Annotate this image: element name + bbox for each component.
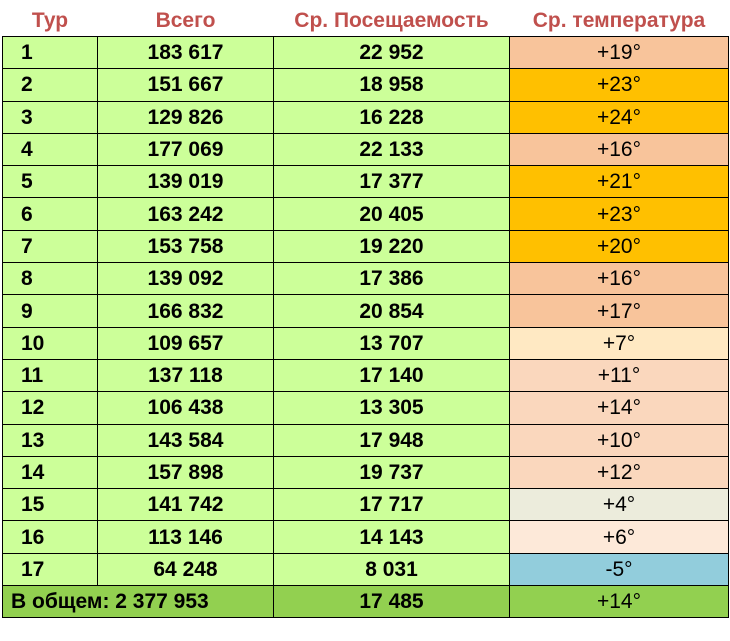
round-cell: 10 <box>2 326 98 360</box>
round-cell: 2 <box>2 68 98 102</box>
header-total: Всего <box>97 3 274 37</box>
summary-avg-temperature-cell: +14° <box>509 585 729 619</box>
avg-temperature-cell: +17° <box>509 294 729 328</box>
avg-temperature-cell: +7° <box>509 326 729 360</box>
avg-temperature-cell: +14° <box>509 391 729 425</box>
total-cell: 157 898 <box>97 455 274 490</box>
table-row: 2 151 667 18 958 +23° <box>2 68 729 102</box>
avg-temperature-cell: +11° <box>509 358 729 393</box>
total-cell: 139 019 <box>97 165 274 199</box>
total-cell: 153 758 <box>97 229 274 264</box>
round-cell: 17 <box>2 552 98 587</box>
avg-temperature-cell: +23° <box>509 197 729 231</box>
avg-attendance-cell: 14 143 <box>273 520 510 554</box>
summary-total-cell: В общем: 2 377 953 <box>2 585 274 619</box>
table-row: 12 106 438 13 305 +14° <box>2 391 729 425</box>
avg-temperature-cell: +20° <box>509 229 729 264</box>
total-cell: 106 438 <box>97 391 274 425</box>
round-cell: 6 <box>2 197 98 231</box>
total-cell: 64 248 <box>97 552 274 587</box>
attendance-table: Тур Всего Ср. Посещаемость Ср. температу… <box>2 3 729 619</box>
table-row: 14 157 898 19 737 +12° <box>2 455 729 490</box>
total-cell: 113 146 <box>97 520 274 554</box>
total-cell: 109 657 <box>97 326 274 360</box>
header-avg-attendance: Ср. Посещаемость <box>273 3 510 37</box>
round-cell: 4 <box>2 132 98 167</box>
total-cell: 129 826 <box>97 100 274 134</box>
summary-avg-attendance-cell: 17 485 <box>273 585 510 619</box>
round-cell: 16 <box>2 520 98 554</box>
table-row: 3 129 826 16 228 +24° <box>2 100 729 134</box>
header-row: Тур Всего Ср. Посещаемость Ср. температу… <box>2 3 729 37</box>
table-row: 10 109 657 13 707 +7° <box>2 326 729 360</box>
avg-attendance-cell: 8 031 <box>273 552 510 587</box>
avg-temperature-cell: +12° <box>509 455 729 490</box>
avg-attendance-cell: 20 405 <box>273 197 510 231</box>
table-row: 15 141 742 17 717 +4° <box>2 488 729 522</box>
total-cell: 163 242 <box>97 197 274 231</box>
table-row: 13 143 584 17 948 +10° <box>2 423 729 457</box>
avg-temperature-cell: +10° <box>509 423 729 457</box>
table-row: 5 139 019 17 377 +21° <box>2 165 729 199</box>
round-cell: 13 <box>2 423 98 457</box>
avg-temperature-cell: +16° <box>509 262 729 296</box>
round-cell: 9 <box>2 294 98 328</box>
round-cell: 1 <box>2 35 98 70</box>
avg-attendance-cell: 18 958 <box>273 68 510 102</box>
avg-temperature-cell: +19° <box>509 35 729 70</box>
table-row: 1 183 617 22 952 +19° <box>2 35 729 70</box>
total-cell: 177 069 <box>97 132 274 167</box>
header-round: Тур <box>2 3 98 37</box>
avg-attendance-cell: 16 228 <box>273 100 510 134</box>
total-cell: 143 584 <box>97 423 274 457</box>
total-cell: 151 667 <box>97 68 274 102</box>
round-cell: 3 <box>2 100 98 134</box>
round-cell: 7 <box>2 229 98 264</box>
avg-temperature-cell: +23° <box>509 68 729 102</box>
avg-attendance-cell: 17 948 <box>273 423 510 457</box>
round-cell: 12 <box>2 391 98 425</box>
avg-attendance-cell: 13 305 <box>273 391 510 425</box>
avg-temperature-cell: +21° <box>509 165 729 199</box>
avg-attendance-cell: 13 707 <box>273 326 510 360</box>
total-cell: 141 742 <box>97 488 274 522</box>
avg-temperature-cell: -5° <box>509 552 729 587</box>
round-cell: 15 <box>2 488 98 522</box>
avg-temperature-cell: +16° <box>509 132 729 167</box>
table-row: 4 177 069 22 133 +16° <box>2 132 729 167</box>
avg-attendance-cell: 19 737 <box>273 455 510 490</box>
avg-temperature-cell: +24° <box>509 100 729 134</box>
avg-attendance-cell: 22 952 <box>273 35 510 70</box>
total-cell: 166 832 <box>97 294 274 328</box>
table-row: 7 153 758 19 220 +20° <box>2 229 729 264</box>
table-row: 6 163 242 20 405 +23° <box>2 197 729 231</box>
avg-attendance-cell: 22 133 <box>273 132 510 167</box>
summary-row: В общем: 2 377 953 17 485 +14° <box>2 585 729 619</box>
table-row: 11 137 118 17 140 +11° <box>2 358 729 393</box>
total-cell: 183 617 <box>97 35 274 70</box>
avg-attendance-cell: 17 377 <box>273 165 510 199</box>
table-row: 9 166 832 20 854 +17° <box>2 294 729 328</box>
round-cell: 5 <box>2 165 98 199</box>
total-cell: 139 092 <box>97 262 274 296</box>
avg-attendance-cell: 19 220 <box>273 229 510 264</box>
avg-attendance-cell: 20 854 <box>273 294 510 328</box>
round-cell: 8 <box>2 262 98 296</box>
table-row: 17 64 248 8 031 -5° <box>2 552 729 587</box>
avg-attendance-cell: 17 717 <box>273 488 510 522</box>
round-cell: 14 <box>2 455 98 490</box>
avg-attendance-cell: 17 140 <box>273 358 510 393</box>
total-cell: 137 118 <box>97 358 274 393</box>
avg-temperature-cell: +6° <box>509 520 729 554</box>
table-body: 1 183 617 22 952 +19° 2 151 667 18 958 +23° 3 129… <box>2 35 729 619</box>
header-avg-temperature: Ср. температура <box>509 3 729 37</box>
round-cell: 11 <box>2 358 98 393</box>
table-row: 16 113 146 14 143 +6° <box>2 520 729 554</box>
avg-temperature-cell: +4° <box>509 488 729 522</box>
table-row: 8 139 092 17 386 +16° <box>2 262 729 296</box>
avg-attendance-cell: 17 386 <box>273 262 510 296</box>
